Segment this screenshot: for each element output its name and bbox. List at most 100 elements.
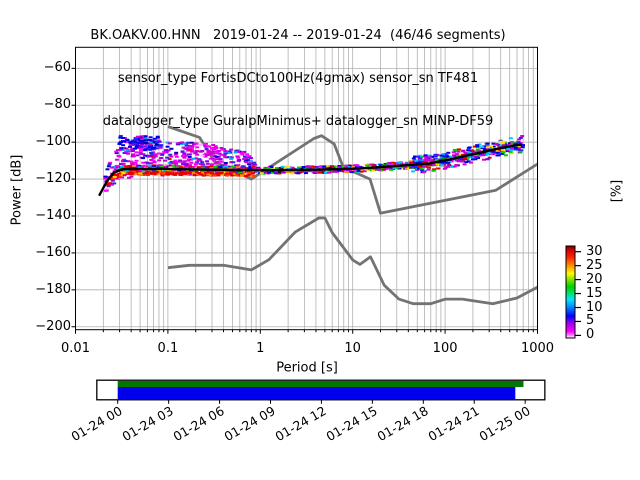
hist-cell [464, 161, 469, 164]
hist-cell [219, 147, 224, 149]
hist-cell [355, 164, 360, 167]
right-axis-percent-label: [%] [609, 179, 625, 203]
hist-cell [408, 160, 413, 163]
y-tick-label: −180 [35, 281, 71, 297]
hist-cell [153, 155, 158, 158]
hist-cell [132, 142, 137, 145]
hist-cell [229, 158, 234, 160]
hist-cell [387, 162, 392, 165]
hist-cell [211, 152, 216, 155]
hist-cell [244, 159, 249, 162]
hist-cell [213, 170, 218, 173]
hist-cell [117, 155, 122, 158]
hist-cell [323, 171, 328, 174]
hist-cell [194, 157, 199, 160]
hist-cell [209, 165, 214, 168]
x-tick-label: 1 [256, 340, 265, 356]
hist-cell [106, 184, 111, 187]
hist-cell [126, 160, 131, 163]
hist-cell [206, 149, 211, 152]
y-tick-label: −100 [35, 134, 71, 150]
hist-cell [129, 140, 134, 143]
hist-cell [246, 170, 251, 173]
hist-cell [423, 160, 428, 163]
hist-cell [165, 145, 170, 148]
hist-cell [244, 173, 249, 175]
hist-cell [163, 165, 168, 168]
hist-cell [488, 152, 493, 155]
hist-cell [225, 174, 230, 177]
hist-cell [327, 171, 332, 174]
hist-cell [277, 172, 282, 175]
hist-cell [181, 146, 186, 149]
hist-cell [269, 171, 274, 174]
hist-cell [509, 149, 514, 152]
hist-cell [125, 139, 130, 142]
hist-cell [135, 144, 140, 147]
hist-cell [350, 166, 355, 169]
hist-cell [121, 162, 126, 165]
hist-cell [403, 166, 408, 169]
hist-cell [409, 166, 414, 169]
hist-cell [205, 160, 210, 163]
hist-cell [213, 165, 218, 168]
hist-cell [120, 165, 124, 168]
timeline-coverage-bar [117, 387, 516, 400]
colorbar [565, 245, 576, 339]
hist-cell [426, 163, 431, 166]
hist-cell [161, 172, 166, 175]
hist-cell [234, 174, 239, 177]
hist-cell [148, 162, 153, 165]
hist-cell [379, 169, 384, 172]
hist-cell [485, 146, 490, 149]
hist-cell [178, 173, 183, 176]
hist-cell [169, 155, 174, 158]
hist-cell [218, 158, 223, 161]
hist-cell [396, 166, 400, 169]
hist-cell [227, 150, 232, 153]
hist-cell [467, 151, 472, 154]
hist-cell [329, 170, 334, 173]
hist-cell [409, 161, 414, 164]
hist-cell [151, 151, 156, 154]
hist-cell [417, 160, 422, 163]
hist-cell [131, 155, 136, 158]
hist-cell [167, 158, 172, 161]
hist-cell [209, 163, 214, 166]
hist-cell [518, 136, 523, 139]
hist-cell [114, 166, 119, 169]
hist-cell [317, 170, 321, 173]
hist-cell [205, 162, 210, 165]
hist-cell [204, 142, 208, 145]
hist-cell [453, 155, 458, 158]
hist-cell [290, 172, 295, 175]
hist-cell [239, 152, 244, 155]
hist-cell [395, 162, 400, 165]
hist-cell [138, 136, 142, 139]
hist-cell [184, 147, 189, 150]
hist-cell [279, 166, 284, 169]
hist-cell [132, 164, 136, 167]
hist-cell [191, 157, 195, 160]
hist-cell [457, 148, 462, 151]
hist-cell [514, 148, 519, 151]
hist-cell [501, 140, 506, 143]
hist-cell [474, 156, 479, 159]
hist-cell [105, 182, 110, 185]
hist-cell [442, 161, 447, 164]
hist-cell [220, 173, 225, 176]
hist-cell [458, 158, 463, 160]
hist-cell [416, 161, 421, 164]
hist-cell [500, 152, 505, 155]
hist-cell [223, 164, 228, 166]
hist-cell [152, 165, 156, 168]
hist-cell [286, 166, 291, 169]
hist-cell [194, 142, 199, 145]
hist-cell [443, 154, 448, 157]
hist-cell [154, 143, 159, 146]
hist-cell [491, 150, 496, 153]
hist-cell [336, 166, 341, 169]
x-axis-label: Period [s] [276, 360, 338, 376]
hist-cell [286, 171, 291, 174]
hist-cell [141, 157, 146, 160]
